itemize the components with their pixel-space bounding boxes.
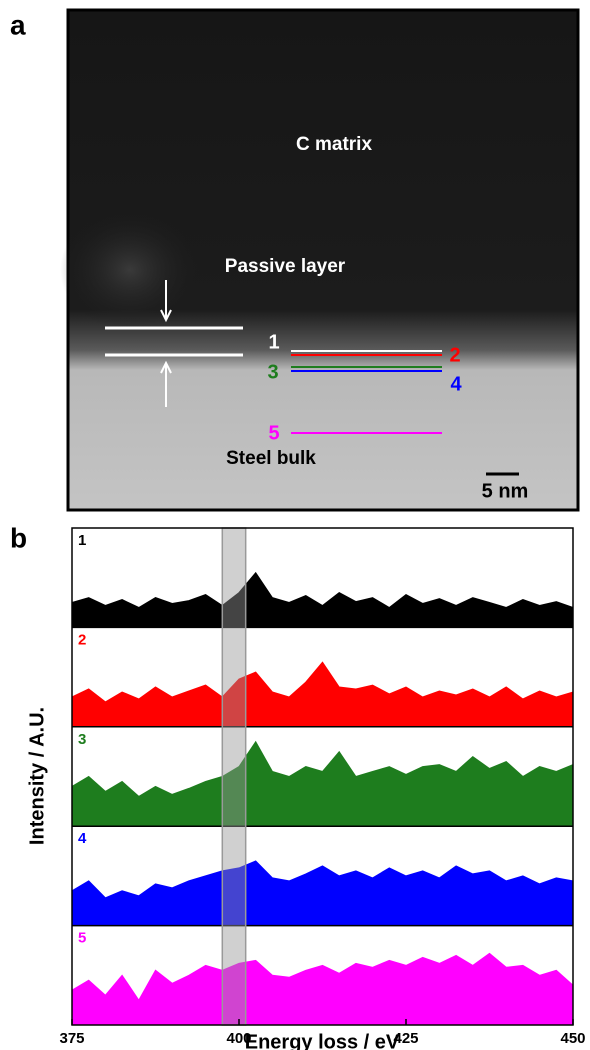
- scale-bar-label: 5 nm: [482, 480, 529, 502]
- arrow: [160, 360, 172, 407]
- spectrum-area: [71, 740, 574, 827]
- line-label: 4: [450, 373, 462, 395]
- y-axis-label: Intensity / A.U.: [26, 707, 48, 845]
- spectrum-area: [71, 860, 574, 927]
- x-tick-label: 375: [59, 1030, 84, 1047]
- series-label: 2: [78, 631, 86, 648]
- series-label: 4: [78, 830, 87, 847]
- series-label: 3: [78, 731, 86, 748]
- line-label: 1: [268, 331, 279, 353]
- line-label: 5: [268, 422, 279, 444]
- region-label: Passive layer: [225, 256, 346, 277]
- x-tick-label: 425: [393, 1030, 418, 1047]
- panel-label: b: [10, 522, 27, 553]
- plot-frame: [71, 527, 574, 1026]
- texture: [60, 210, 200, 330]
- spectrum-area: [71, 661, 574, 728]
- highlight-band: [221, 527, 247, 1026]
- x-axis-label: Energy loss / eV: [245, 1031, 400, 1050]
- arrow: [160, 280, 172, 323]
- region-label: C matrix: [296, 134, 372, 155]
- series-label: 1: [78, 532, 86, 549]
- spectrum-area: [71, 952, 574, 1026]
- line-label: 2: [449, 344, 460, 366]
- series-label: 5: [78, 930, 86, 947]
- x-tick-label: 450: [560, 1030, 585, 1047]
- panel-label: a: [10, 9, 26, 40]
- region-label: Steel bulk: [226, 448, 316, 469]
- line-label: 3: [267, 361, 278, 383]
- micrograph-panel: a C matrix Passive layer Steel bulk 1 2 …: [10, 8, 580, 512]
- x-tick-label: 400: [226, 1030, 251, 1047]
- spectrum-area: [71, 571, 574, 628]
